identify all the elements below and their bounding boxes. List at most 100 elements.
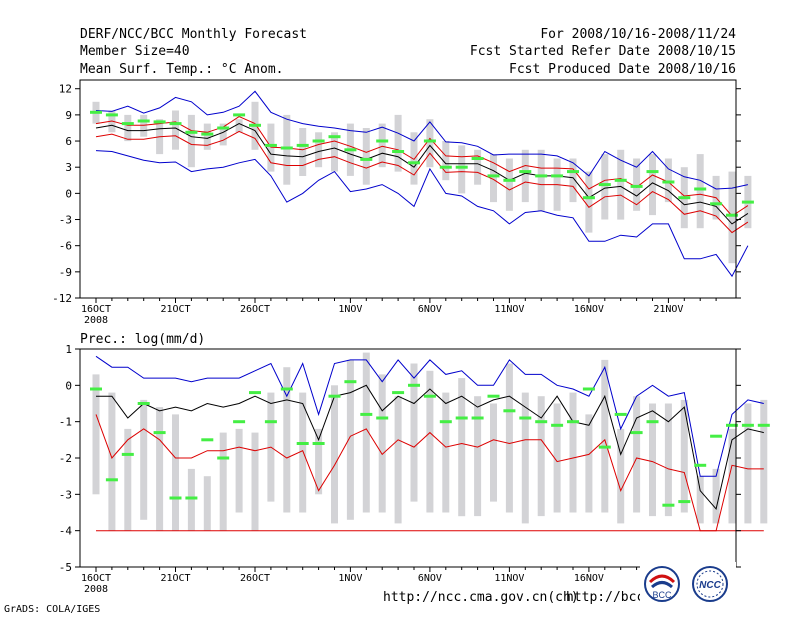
temp-spread-box — [601, 154, 609, 220]
temp-median-mark — [439, 165, 452, 169]
temp-x-tick-label: 11NOV — [494, 304, 524, 315]
variable-label-temp: Mean Surf. Temp.: °C Anom. — [80, 62, 284, 77]
prec-median-mark — [678, 500, 691, 504]
prec-median-mark — [455, 416, 468, 420]
temp-x-tick-label: 21OCT — [160, 304, 190, 315]
temp-y-tick-label: 9 — [65, 109, 72, 122]
temp-spread-box — [664, 158, 672, 203]
temp-median-mark — [630, 184, 643, 188]
temp-line-upper — [95, 90, 749, 190]
temp-median-mark — [408, 161, 420, 165]
prec-spread-box — [235, 428, 243, 513]
temp-spread-box — [490, 154, 497, 203]
prec-y-tick-label: -2 — [59, 452, 72, 465]
prec-median-mark — [710, 434, 723, 438]
fcst-started-date: Fcst Started Refer Date 2008/10/15 — [469, 44, 736, 59]
prec-spread-box — [140, 399, 148, 520]
prec-median-mark — [90, 387, 102, 391]
temp-median-mark — [646, 170, 659, 174]
prec-median-mark — [169, 496, 182, 500]
prec-spread-box — [283, 367, 291, 513]
prec-median-mark — [519, 416, 532, 420]
temp-spread-box — [728, 171, 736, 264]
prec-median-mark — [630, 431, 643, 435]
prec-spread-box — [410, 363, 418, 502]
temp-median-mark — [137, 119, 150, 123]
prec-median-mark — [264, 420, 277, 424]
temp-median-mark — [105, 113, 118, 117]
prec-median-mark — [233, 420, 246, 424]
prec-y-tick-label: -4 — [59, 525, 73, 538]
prec-median-mark — [249, 391, 261, 395]
forecast-period: For 2008/10/16-2008/11/24 — [540, 27, 736, 42]
temp-spread-box — [362, 128, 370, 185]
prec-spread-box — [108, 392, 116, 531]
temp-median-mark — [201, 132, 214, 136]
temp-spread-box — [410, 132, 418, 185]
temp-median-mark — [153, 120, 166, 124]
temp-line-mean — [95, 123, 749, 225]
prec-median-mark — [487, 394, 500, 398]
temp-y-tick-label: 6 — [65, 135, 72, 148]
temp-x-tick-label: 26OCT — [240, 304, 270, 315]
temp-spread-box — [633, 158, 641, 211]
temp-year-label: 2008 — [84, 315, 108, 326]
prec-spread-box — [394, 396, 402, 524]
temp-median-mark — [455, 165, 468, 169]
temp-x-tick-label: 21NOV — [653, 304, 683, 315]
prec-y-tick-label: -1 — [59, 416, 72, 429]
prec-spread-box — [490, 403, 497, 502]
prec-panel: 1 0 -1 -2 -3 -4 -5 16OCT 21OCT 26OCT 1NOV 6NOV 11NOV… — [59, 343, 770, 595]
prec-median-mark — [344, 380, 357, 384]
temp-median-mark — [487, 174, 500, 178]
temp-spread-box — [696, 154, 704, 229]
temp-spread-box — [331, 132, 338, 172]
prec-median-mark — [423, 394, 436, 398]
temp-median-mark — [264, 143, 277, 147]
temp-median-mark — [678, 196, 691, 200]
member-size: Member Size=40 — [80, 44, 190, 59]
prec-x-tick-label: 1NOV — [338, 573, 362, 584]
temp-median-mark — [344, 148, 357, 152]
prec-median-mark — [757, 423, 770, 427]
temp-median-mark — [582, 196, 595, 200]
temp-y-tick-label: -12 — [52, 292, 72, 305]
prec-median-mark — [360, 412, 373, 416]
prec-median-mark — [201, 438, 214, 442]
prec-spread-box — [553, 403, 561, 513]
prec-spread-box — [712, 468, 720, 524]
temp-median-mark — [360, 157, 373, 161]
temp-median-mark — [90, 110, 102, 114]
temp-spread-box — [378, 123, 386, 168]
prec-x-tick-label: 21OCT — [160, 573, 190, 584]
temp-median-mark — [233, 113, 246, 117]
temp-median-mark — [503, 178, 516, 182]
prec-spread-box — [633, 396, 641, 513]
temp-x-tick-label: 16OCT — [81, 304, 111, 315]
temp-spread-box — [537, 149, 545, 211]
temp-plot-frame — [79, 79, 737, 299]
prec-spread-box — [219, 432, 227, 531]
prec-x-tick-label: 11NOV — [494, 573, 524, 584]
prec-median-mark — [137, 402, 150, 405]
temp-spread-box — [649, 154, 656, 216]
temp-spread-box — [521, 149, 529, 203]
prec-median-mark — [392, 391, 405, 395]
prec-median-mark — [726, 423, 738, 427]
prec-median-mark — [312, 442, 325, 445]
prec-y-tick-label: -5 — [59, 561, 72, 574]
temp-y-tick-label: -3 — [59, 214, 72, 227]
temp-median-mark — [376, 139, 389, 143]
temp-median-mark — [567, 170, 579, 174]
prec-median-mark — [328, 394, 341, 398]
prec-median-mark — [551, 423, 564, 427]
prec-spread-box — [664, 403, 672, 517]
prec-spread-box — [203, 476, 211, 531]
prec-median-mark — [741, 423, 754, 427]
temp-spread-box — [124, 114, 132, 142]
prec-median-mark — [646, 420, 659, 424]
prec-median-mark — [535, 420, 548, 424]
prec-spread-box — [187, 468, 195, 531]
prec-median-mark — [121, 452, 134, 456]
temp-median-mark — [471, 157, 484, 160]
